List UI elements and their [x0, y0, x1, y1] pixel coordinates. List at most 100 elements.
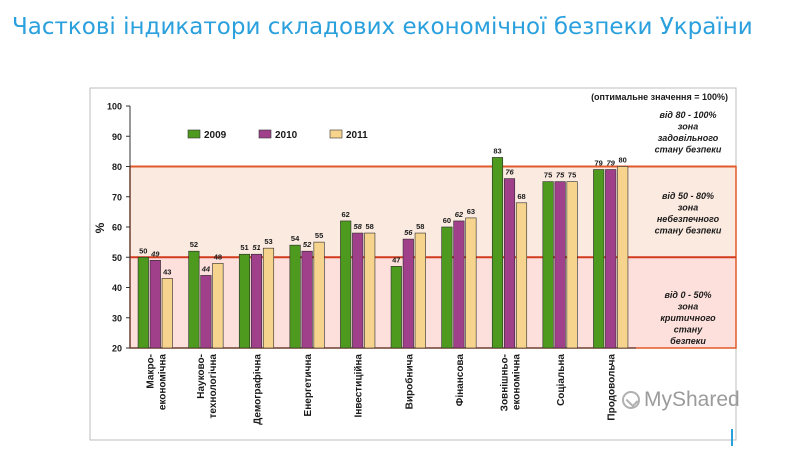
- category-label-line: Соціальна: [556, 354, 567, 406]
- category-label: Демографічна: [252, 354, 264, 425]
- y-tick-label: 90: [112, 132, 122, 142]
- bar-value-label: 48: [214, 252, 222, 261]
- category-label-line: Енергетична: [303, 354, 314, 417]
- bar-value-label: 54: [291, 234, 300, 243]
- zone-label-line: стану безпеки: [655, 145, 722, 155]
- y-axis-label: %: [93, 222, 107, 233]
- bar-2010: [250, 253, 263, 349]
- bar-2009: [340, 220, 352, 349]
- bar-value-label: 51: [240, 243, 248, 252]
- category-label-line: Науково-: [196, 354, 207, 399]
- bar-value-label: 76: [505, 168, 514, 177]
- slide-title: Часткові індикатори складових економічно…: [12, 14, 753, 40]
- bar-value-label: 75: [556, 171, 565, 180]
- y-tick-label: 40: [112, 283, 122, 293]
- bar-2009: [593, 169, 605, 349]
- category-label-line: Макро-: [145, 354, 156, 389]
- bar-value-label: 43: [163, 267, 171, 276]
- legend-label: 2009: [204, 130, 227, 141]
- bar-value-label: 50: [139, 246, 147, 255]
- y-tick-label: 30: [112, 313, 122, 323]
- bar-value-label: 56: [404, 228, 413, 237]
- legend-swatch: [258, 129, 272, 139]
- zone-label-line: від 50 - 80%: [662, 191, 714, 201]
- legend-label: 2010: [275, 130, 298, 141]
- zone-label-line: стану безпеки: [655, 226, 722, 236]
- bar-value-label: 55: [315, 231, 323, 240]
- legend-swatch: [187, 129, 201, 139]
- category-label-line: економічна: [512, 354, 523, 411]
- bar-value-label: 53: [264, 237, 272, 246]
- zone-label-line: критичного: [660, 313, 716, 323]
- bar-value-label: 44: [201, 264, 211, 273]
- watermark-text: MyShared: [644, 388, 740, 411]
- bar-2011: [262, 247, 275, 349]
- bar-value-label: 49: [150, 249, 160, 258]
- zone-label-line: зона: [678, 302, 698, 312]
- bar-2010: [200, 275, 212, 349]
- bar-value-label: 60: [443, 216, 451, 225]
- bar-value-label: 47: [392, 255, 400, 264]
- category-label: Продовольча: [607, 354, 618, 421]
- bar-value-label: 75: [544, 171, 552, 180]
- category-label: Зовнішньо-економічна: [500, 354, 523, 412]
- optimal-note: (оптимальне значення = 100%): [591, 92, 728, 102]
- bar-value-label: 62: [455, 210, 464, 219]
- bar-value-label: 68: [517, 192, 525, 201]
- bar-value-label: 83: [493, 146, 501, 155]
- y-tick-label: 20: [112, 344, 122, 354]
- bar-2011: [465, 217, 477, 349]
- bar-value-label: 58: [366, 222, 374, 231]
- category-label: Макро-економічна: [145, 354, 168, 411]
- bar-2009: [491, 157, 504, 349]
- bar-value-label: 79: [595, 159, 603, 168]
- bar-value-label: 62: [342, 210, 350, 219]
- category-label-line: Зовнішньо-: [500, 354, 511, 411]
- bar-2009: [137, 256, 149, 349]
- bar-2011: [364, 232, 376, 349]
- category-label: Науково-технологічна: [196, 354, 219, 419]
- zone-danger-fill: [130, 166, 736, 258]
- zone-label-line: небезпечного: [657, 214, 720, 224]
- bar-value-label: 58: [416, 222, 424, 231]
- bar-2009: [441, 226, 453, 349]
- bar-2009: [188, 250, 200, 349]
- bar-2011: [617, 166, 629, 349]
- category-label: Енергетична: [303, 354, 314, 417]
- zone-label-line: від 0 - 50%: [664, 290, 711, 300]
- category-label-line: Демографічна: [252, 354, 264, 425]
- text-cursor: [731, 429, 733, 446]
- zone-label-line: задовільного: [658, 133, 719, 143]
- category-label-line: економічна: [157, 354, 168, 411]
- y-tick-label: 80: [112, 162, 122, 172]
- category-label: Виробнича: [403, 354, 415, 410]
- bar-2010: [503, 178, 516, 349]
- category-label-line: Фінансова: [455, 354, 466, 407]
- bar-value-label: 51: [252, 243, 260, 252]
- bar-2011: [414, 232, 426, 349]
- bar-value-label: 79: [607, 159, 616, 168]
- category-label-line: Інвестиційна: [354, 354, 365, 418]
- bar-2011: [566, 181, 578, 349]
- myshared-logo-icon: [622, 391, 640, 409]
- y-tick-label: 60: [112, 223, 122, 233]
- watermark: MyShared: [622, 388, 740, 412]
- bar-2011: [161, 278, 173, 349]
- bar-value-label: 75: [568, 171, 576, 180]
- category-label-line: технологічна: [208, 354, 219, 419]
- bar-2011: [212, 262, 224, 349]
- legend-label: 2011: [346, 130, 368, 141]
- bar-2009: [542, 181, 554, 349]
- legend-swatch: [329, 129, 343, 139]
- y-tick-label: 50: [112, 253, 122, 263]
- bar-value-label: 80: [619, 156, 627, 165]
- category-label: Фінансова: [455, 354, 466, 407]
- bar-2010: [301, 250, 313, 349]
- bar-2009: [238, 253, 251, 349]
- y-tick-label: 70: [112, 192, 122, 202]
- category-label-line: Виробнича: [403, 354, 415, 410]
- bar-2010: [554, 181, 566, 349]
- category-label: Інвестиційна: [354, 354, 365, 418]
- bar-2011: [515, 202, 528, 349]
